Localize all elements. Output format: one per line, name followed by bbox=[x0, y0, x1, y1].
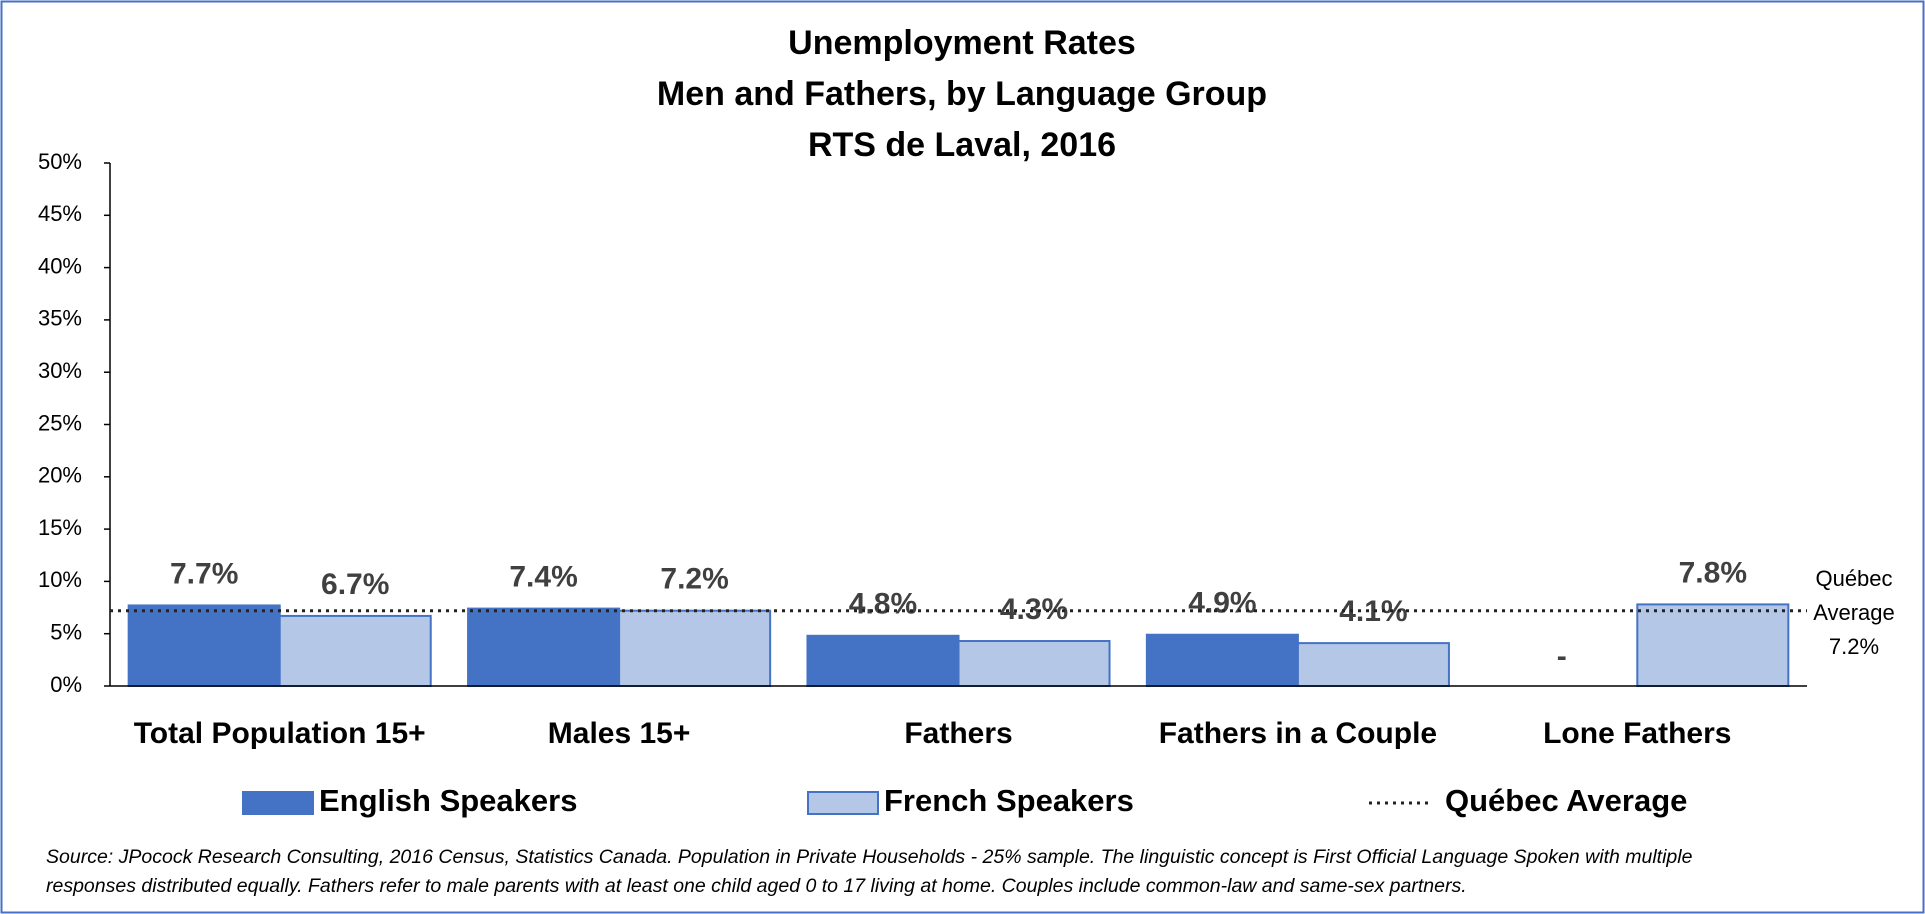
y-tick-label: 15% bbox=[38, 515, 82, 540]
y-tick-label: 20% bbox=[38, 463, 82, 488]
reference-label: Québec bbox=[1815, 566, 1892, 591]
chart-title: RTS de Laval, 2016 bbox=[808, 126, 1116, 164]
x-tick-label: Fathers in a Couple bbox=[1159, 717, 1437, 750]
bar bbox=[127, 604, 281, 688]
data-label: 6.7% bbox=[321, 568, 389, 601]
x-tick-label: Males 15+ bbox=[548, 717, 691, 750]
bar bbox=[1296, 642, 1450, 688]
bar bbox=[618, 609, 772, 687]
source-note: Source: JPocock Research Consulting, 201… bbox=[46, 846, 1693, 868]
legend-swatch bbox=[242, 791, 314, 815]
bar bbox=[957, 640, 1111, 687]
data-label: 4.3% bbox=[1000, 593, 1068, 626]
bar bbox=[278, 614, 432, 688]
data-label: - bbox=[1557, 640, 1567, 673]
reference-label: Average bbox=[1813, 600, 1895, 625]
data-label: 7.8% bbox=[1679, 556, 1747, 589]
data-label: 4.1% bbox=[1339, 595, 1407, 628]
data-label: 4.8% bbox=[849, 588, 917, 621]
bar bbox=[1636, 603, 1790, 687]
bar bbox=[806, 634, 960, 687]
data-label: 7.2% bbox=[660, 563, 728, 596]
y-tick-label: 25% bbox=[38, 410, 82, 435]
y-tick-label: 45% bbox=[38, 201, 82, 226]
x-tick-label: Fathers bbox=[904, 717, 1012, 750]
y-tick-label: 35% bbox=[38, 306, 82, 331]
legend-label: French Speakers bbox=[884, 783, 1134, 818]
legend-label: English Speakers bbox=[319, 783, 577, 818]
reference-label: 7.2% bbox=[1829, 634, 1879, 659]
source-note: responses distributed equally. Fathers r… bbox=[46, 875, 1467, 897]
x-tick-label: Lone Fathers bbox=[1543, 717, 1731, 750]
x-tick-label: Total Population 15+ bbox=[134, 717, 426, 750]
legend-label: Québec Average bbox=[1445, 783, 1687, 818]
chart-title: Men and Fathers, by Language Group bbox=[657, 75, 1267, 113]
data-label: 4.9% bbox=[1188, 587, 1256, 620]
data-label: 7.4% bbox=[509, 561, 577, 594]
y-tick-label: 40% bbox=[38, 253, 82, 278]
y-tick-label: 0% bbox=[50, 672, 82, 697]
y-tick-label: 30% bbox=[38, 358, 82, 383]
bar bbox=[467, 607, 621, 688]
y-tick-label: 5% bbox=[50, 620, 82, 645]
bar bbox=[1145, 633, 1299, 687]
y-tick-label: 10% bbox=[38, 567, 82, 592]
data-label: 7.7% bbox=[170, 557, 238, 590]
legend-swatch bbox=[807, 791, 879, 815]
chart-title: Unemployment Rates bbox=[788, 24, 1136, 62]
y-tick-label: 50% bbox=[38, 149, 82, 174]
